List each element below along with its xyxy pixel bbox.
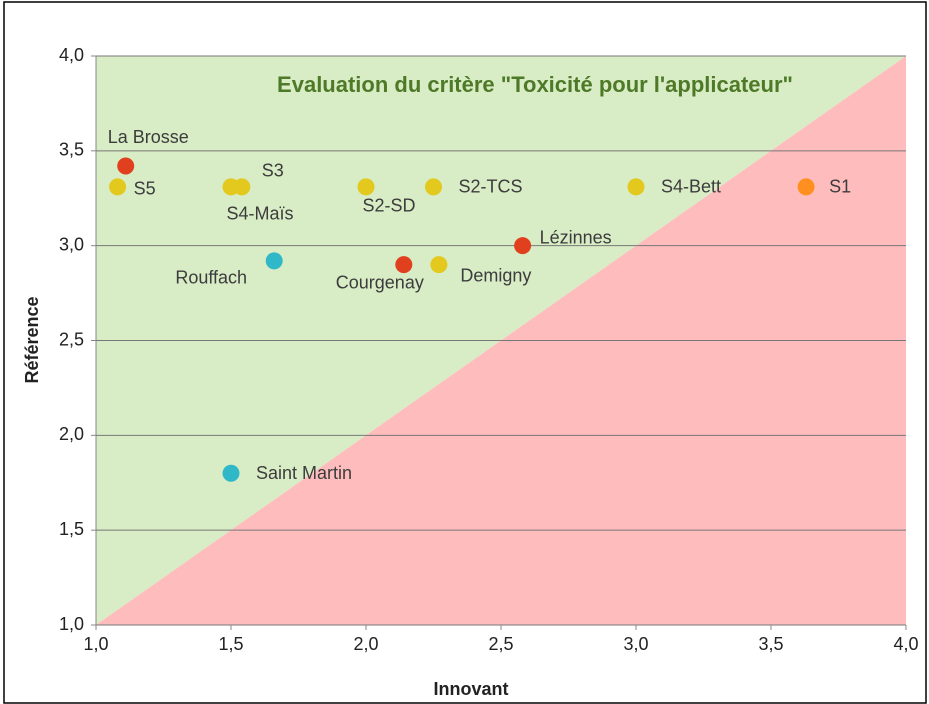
y-axis-label: Référence [22,296,42,383]
y-tick-label: 2,5 [59,329,84,349]
x-axis-label: Innovant [434,679,509,699]
x-tick-label: 2,5 [488,634,513,654]
point [627,178,645,196]
chart-title: Evaluation du critère "Toxicité pour l'a… [277,72,793,97]
point-label: S2-TCS [459,177,523,197]
x-tick-label: 2,0 [353,634,378,654]
point [514,237,532,255]
y-tick-label: 3,0 [59,234,84,254]
y-tick-label: 1,0 [59,614,84,634]
point-label: Demigny [460,265,531,285]
point-label: Rouffach [175,268,247,288]
point [797,178,815,196]
point [233,178,251,196]
x-tick-label: 3,0 [623,634,648,654]
y-tick-label: 1,5 [59,519,84,539]
point-label: S4-Bett [661,177,721,197]
point-label: Lézinnes [540,227,612,247]
point-label: S5 [134,179,156,199]
point [265,252,283,270]
point [425,178,442,196]
x-tick-label: 4,0 [893,634,918,654]
point [430,256,448,274]
point-label: Saint Martin [256,463,352,483]
point [222,464,240,482]
point-label: S4-Maïs [226,204,293,224]
point [117,157,135,175]
point-label: La Brosse [108,127,189,147]
point-label: Courgenay [336,272,424,292]
point [357,178,375,196]
point-label: S2-SD [362,196,415,216]
x-tick-label: 3,5 [758,634,783,654]
y-tick-label: 2,0 [59,424,84,444]
point-label: S3 [262,161,284,181]
point-label: S1 [829,177,851,197]
point [109,178,127,196]
y-tick-label: 4,0 [59,45,84,65]
x-tick-label: 1,5 [218,634,243,654]
x-tick-label: 1,0 [83,634,108,654]
y-tick-label: 3,5 [59,140,84,160]
point [395,256,413,274]
